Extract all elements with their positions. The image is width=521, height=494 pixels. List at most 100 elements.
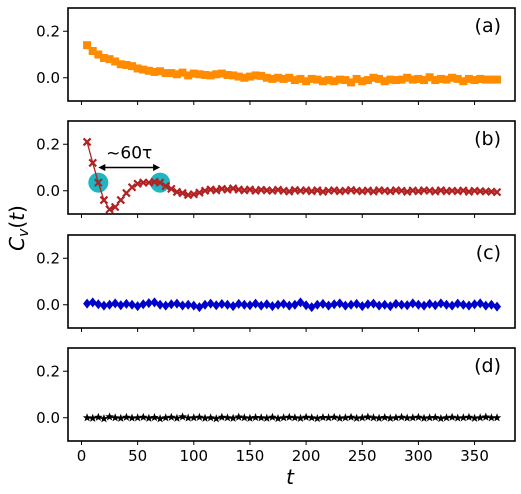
data-point xyxy=(150,67,159,76)
axes-frame xyxy=(67,7,516,102)
data-point xyxy=(408,75,417,84)
data-point xyxy=(139,299,148,310)
data-point xyxy=(459,77,468,86)
data-point xyxy=(284,412,294,421)
y-tick-label: 0.0 xyxy=(36,296,60,314)
data-point xyxy=(324,413,333,422)
data-point xyxy=(161,181,170,191)
data-point xyxy=(481,412,491,421)
panel-d: 0.0 0.2 0 50 100 150 200 250 300 350 (d) xyxy=(36,347,516,465)
data-point xyxy=(155,414,165,423)
data-point xyxy=(167,69,176,78)
data-point xyxy=(363,299,372,310)
data-point xyxy=(245,300,254,311)
data-point xyxy=(347,78,356,87)
data-point xyxy=(346,412,356,421)
data-point xyxy=(240,413,249,422)
data-point xyxy=(251,413,260,422)
y-axis-label-close: ) xyxy=(5,205,29,213)
data-point xyxy=(375,300,384,311)
data-point xyxy=(122,60,131,69)
x-tick-label: 50 xyxy=(128,447,147,465)
data-point xyxy=(105,205,114,214)
data-point xyxy=(167,412,176,421)
data-point xyxy=(430,413,440,422)
axes-frame xyxy=(67,347,516,442)
data-point xyxy=(110,413,120,422)
x-tick-label: 200 xyxy=(292,447,321,465)
data-point xyxy=(290,76,299,85)
data-point xyxy=(442,75,451,84)
data-point xyxy=(386,413,395,422)
data-point xyxy=(279,74,288,83)
data-point xyxy=(161,300,170,311)
data-point xyxy=(229,71,238,80)
data-point xyxy=(234,412,243,421)
data-point xyxy=(88,297,97,308)
data-point xyxy=(464,300,473,311)
y-tick-label: 0.0 xyxy=(36,182,60,200)
x-tick-label: 0 xyxy=(77,447,87,465)
data-point xyxy=(374,413,384,422)
data-point xyxy=(245,413,255,422)
x-tick-label: 250 xyxy=(348,447,377,465)
data-point xyxy=(83,41,92,50)
data-point xyxy=(268,301,277,312)
panel-c: 0.0 0.2 (c) xyxy=(36,234,516,332)
data-point xyxy=(408,413,418,422)
data-point xyxy=(99,53,108,62)
data-point xyxy=(211,414,221,423)
data-point xyxy=(448,73,457,82)
data-point xyxy=(155,178,165,187)
data-point xyxy=(420,300,429,311)
data-point xyxy=(116,300,125,311)
data-point xyxy=(201,299,210,310)
data-point xyxy=(172,70,181,79)
data-point xyxy=(341,300,350,311)
data-point xyxy=(183,413,193,422)
y-tick-label: 0.2 xyxy=(36,362,60,380)
data-point xyxy=(470,299,479,310)
data-point xyxy=(128,299,137,310)
data-point xyxy=(279,413,288,422)
data-point xyxy=(301,412,311,421)
data-point xyxy=(217,69,226,78)
data-point xyxy=(88,413,97,422)
data-point xyxy=(341,76,350,85)
data-point xyxy=(318,298,327,309)
data-point xyxy=(133,301,142,312)
data-point xyxy=(99,414,109,423)
y-tick-label: 0.2 xyxy=(36,249,60,267)
data-point xyxy=(144,66,153,75)
data-point xyxy=(99,300,108,311)
data-point xyxy=(313,186,322,195)
data-point xyxy=(347,299,356,310)
data-point xyxy=(262,73,271,82)
data-point xyxy=(447,412,457,421)
data-point xyxy=(290,413,300,422)
data-point xyxy=(302,77,311,86)
data-point xyxy=(116,195,126,205)
data-point xyxy=(161,69,170,78)
data-point xyxy=(487,299,496,310)
data-point xyxy=(257,300,266,311)
data-point xyxy=(476,74,485,83)
data-point xyxy=(357,413,367,422)
data-point xyxy=(380,299,389,310)
data-point xyxy=(296,413,305,422)
data-point xyxy=(94,412,103,421)
data-point xyxy=(330,299,339,310)
data-point xyxy=(302,300,311,311)
y-tick-label: 0.2 xyxy=(36,22,60,40)
y-tick-label: 0.0 xyxy=(36,409,60,427)
data-point xyxy=(419,413,429,422)
data-point xyxy=(391,298,400,309)
data-point xyxy=(262,299,271,310)
data-point xyxy=(363,412,373,421)
data-point xyxy=(397,412,406,421)
x-tick-label: 100 xyxy=(179,447,208,465)
data-point xyxy=(324,300,333,311)
data-point xyxy=(184,299,193,310)
data-point xyxy=(268,74,277,83)
data-point xyxy=(262,413,272,422)
